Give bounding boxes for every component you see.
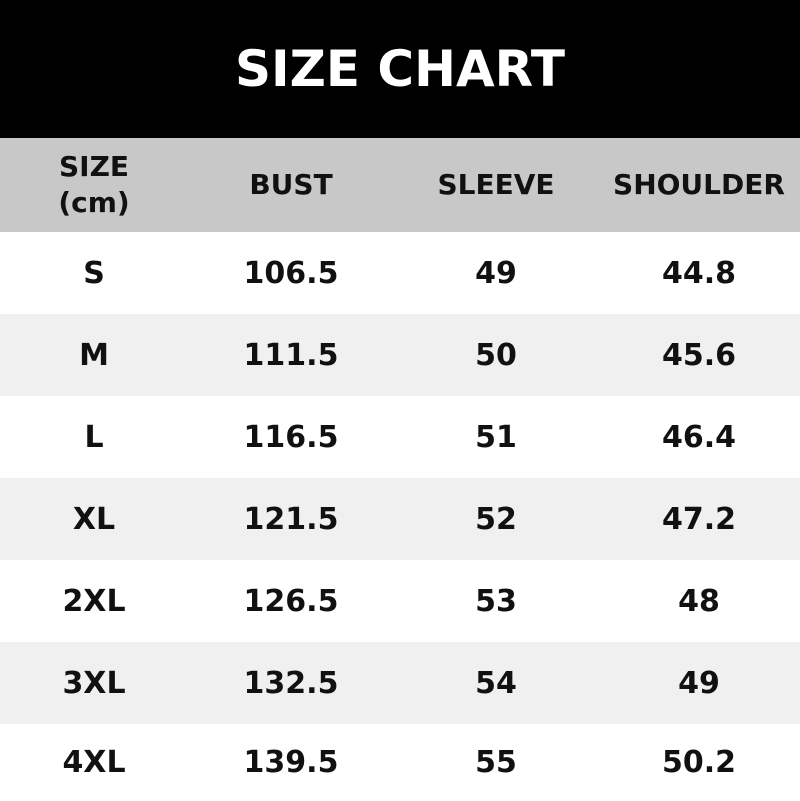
title-bar: SIZE CHART — [0, 0, 800, 138]
table-header-row: SIZE (cm) BUST SLEEVE SHOULDER — [0, 138, 800, 232]
column-header-sleeve: SLEEVE — [437, 168, 555, 201]
cell-shoulder: 50.2 — [661, 745, 737, 780]
cell-bust: 126.5 — [243, 583, 339, 619]
table-row: S 106.5 49 44.8 — [0, 232, 800, 314]
column-header-bust: BUST — [249, 168, 333, 201]
cell-bust: 111.5 — [243, 337, 339, 373]
cell-size: L — [84, 419, 104, 455]
cell-size: 2XL — [62, 583, 126, 619]
cell-size: M — [79, 337, 109, 373]
cell-shoulder: 45.6 — [661, 337, 737, 373]
size-header-label: SIZE — [58, 150, 129, 183]
cell-bust: 121.5 — [243, 501, 339, 537]
unit-label: (cm) — [58, 186, 130, 219]
cell-size: S — [83, 255, 105, 291]
cell-sleeve: 50 — [475, 337, 517, 373]
cell-size: XL — [72, 501, 116, 537]
cell-shoulder: 46.4 — [661, 419, 737, 455]
table-row: M 111.5 50 45.6 — [0, 314, 800, 396]
cell-shoulder: 47.2 — [661, 501, 737, 537]
cell-size: 4XL — [62, 745, 126, 780]
cell-shoulder: 44.8 — [661, 255, 737, 291]
table-row: 4XL 139.5 55 50.2 — [0, 724, 800, 801]
cell-shoulder: 48 — [678, 583, 720, 619]
table-row: 3XL 132.5 54 49 — [0, 642, 800, 724]
table-row: XL 121.5 52 47.2 — [0, 478, 800, 560]
column-header-shoulder: SHOULDER — [613, 168, 785, 201]
cell-bust: 116.5 — [243, 419, 339, 455]
cell-sleeve: 55 — [475, 745, 517, 780]
cell-bust: 139.5 — [243, 745, 339, 780]
cell-sleeve: 52 — [475, 501, 517, 537]
table-row: L 116.5 51 46.4 — [0, 396, 800, 478]
cell-sleeve: 54 — [475, 665, 517, 701]
cell-shoulder: 49 — [678, 665, 720, 701]
table-row: 2XL 126.5 53 48 — [0, 560, 800, 642]
cell-bust: 106.5 — [243, 255, 339, 291]
cell-sleeve: 49 — [475, 255, 517, 291]
size-table: SIZE (cm) BUST SLEEVE SHOULDER S 106.5 49 4… — [0, 138, 800, 801]
cell-sleeve: 51 — [475, 419, 517, 455]
column-header-size: SIZE (cm) — [0, 138, 188, 232]
cell-size: 3XL — [62, 665, 126, 701]
cell-bust: 132.5 — [243, 665, 339, 701]
page-title: SIZE CHART — [234, 40, 566, 98]
cell-sleeve: 53 — [475, 583, 517, 619]
